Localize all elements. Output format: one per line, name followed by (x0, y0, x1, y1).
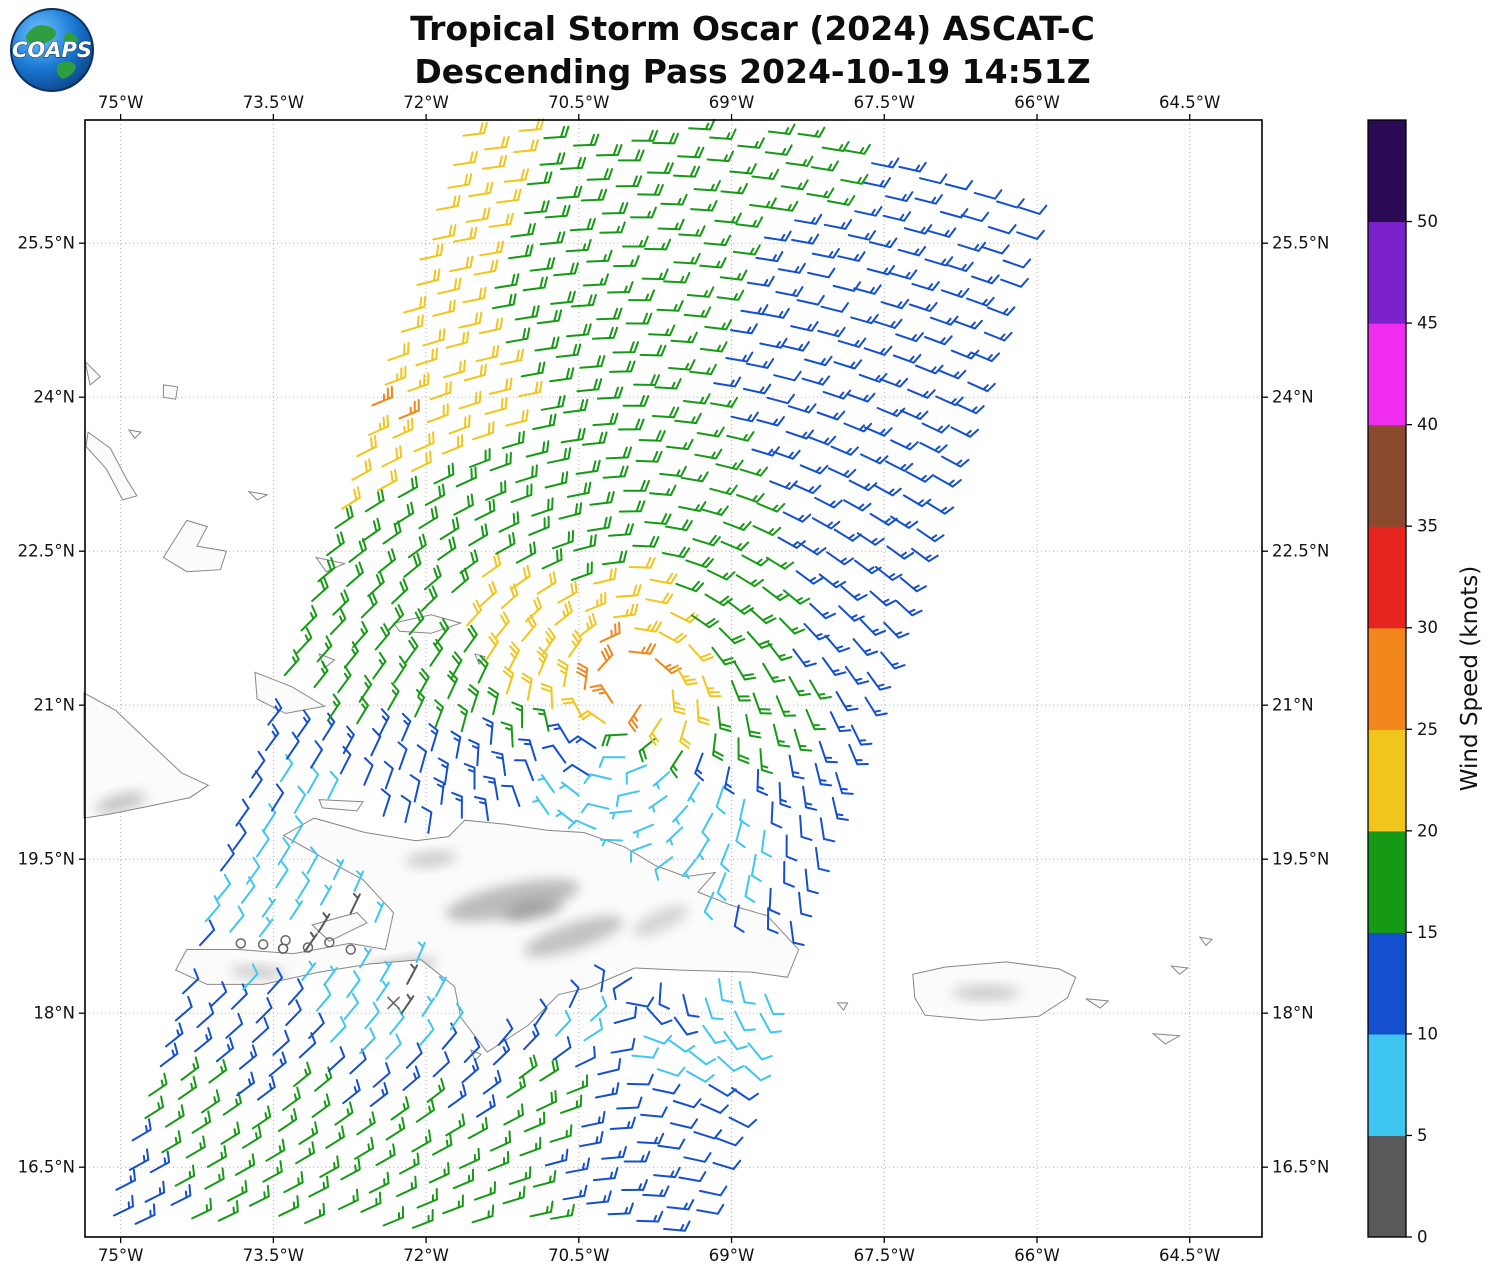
colorbar-segment (1368, 729, 1406, 832)
colorbar-tick-label: 5 (1417, 1126, 1428, 1145)
lat-label-right: 22.5°N (1272, 542, 1329, 561)
colorbar-segment (1368, 120, 1406, 223)
lat-label-right: 18°N (1272, 1004, 1314, 1023)
axes-frame (84, 119, 1263, 1238)
colorbar-tick-label: 20 (1417, 821, 1438, 840)
colorbar-segment (1368, 323, 1406, 426)
coastline-vieques (1085, 998, 1110, 1009)
coastline-st-croix (1151, 1033, 1182, 1045)
lat-label-left: 19.5°N (18, 850, 75, 869)
colorbar-segment (1368, 424, 1406, 527)
coastline-mona (836, 1002, 849, 1011)
coaps-logo-globe: COAPS (10, 8, 94, 92)
colorbar-tick-label: 10 (1417, 1024, 1438, 1043)
colorbar-axis-label: Wind Speed (knots) (1457, 566, 1483, 791)
lat-label-left: 18°N (33, 1004, 75, 1023)
colorbar-tick-label: 25 (1417, 720, 1438, 739)
colorbar-tick-label: 30 (1417, 618, 1438, 637)
colorbar-tick-label: 0 (1417, 1228, 1428, 1247)
colorbar-segment (1368, 830, 1406, 933)
colorbar-tick-label: 45 (1417, 314, 1438, 333)
colorbar-tick-label: 35 (1417, 517, 1438, 536)
colorbar-segment (1368, 526, 1406, 629)
colorbar: 0 5 10 15 20 25 30 35 40 45 50 Wind Speed (knots) (1367, 119, 1483, 1247)
coastline-gonave (311, 912, 368, 942)
lon-label-bottom: 64.5°W (1159, 1246, 1220, 1264)
coaps-logo-text: COAPS (12, 38, 92, 62)
lat-label-left: 25.5°N (18, 234, 75, 253)
colorbar-segment (1368, 1033, 1406, 1137)
plot-title: Tropical Storm Oscar (2024) ASCAT-C Desc… (0, 8, 1505, 94)
globe-land-1 (26, 25, 56, 45)
axis-ticks (79, 114, 1268, 1243)
lon-label-top: 67.5°W (854, 93, 915, 112)
globe-land-3 (64, 32, 78, 44)
colorbar-tick-label: 15 (1417, 923, 1438, 942)
coastline-cuba-east (83, 692, 210, 819)
lat-label-left: 21°N (33, 696, 75, 715)
lon-label-bottom: 66°W (1014, 1246, 1060, 1264)
coastline-anegada (1198, 936, 1214, 947)
lon-label-bottom: 75°W (98, 1246, 144, 1264)
lon-label-top: 66°W (1014, 93, 1060, 112)
coaps-logo: COAPS (8, 6, 96, 94)
lat-label-right: 21°N (1272, 696, 1314, 715)
terrain-shading (95, 792, 1021, 1000)
colorbar-segment (1368, 221, 1406, 324)
lon-label-top: 73.5°W (243, 93, 304, 112)
axis-labels: 75°W 75°W 73.5°W 73.5°W 72°W 72°W 70.5°W 70.5°W… (18, 93, 1330, 1264)
lon-label-bottom: 72°W (403, 1246, 449, 1264)
coastline-long-island (85, 431, 138, 501)
calm-markers (235, 935, 401, 1010)
coastlines (83, 359, 1214, 1062)
lon-label-top: 72°W (403, 93, 449, 112)
lat-label-left: 22.5°N (18, 542, 75, 561)
lat-label-right: 25.5°N (1272, 234, 1329, 253)
lon-label-bottom: 69°W (709, 1246, 755, 1264)
coastline-caicos (392, 614, 463, 634)
title-line-2: Descending Pass 2024-10-19 14:51Z (414, 51, 1091, 91)
colorbar-segment (1368, 627, 1406, 730)
lat-label-left: 16.5°N (18, 1158, 75, 1177)
coastline-great-inagua (254, 671, 326, 714)
coastline-rum-cay (127, 429, 143, 440)
globe-land-2 (56, 61, 76, 79)
wind-barbs (113, 118, 1048, 1232)
coastline-hispaniola (174, 817, 800, 1053)
title-line-1: Tropical Storm Oscar (2024) ASCAT-C (410, 9, 1095, 48)
coastline-tortue (318, 799, 364, 812)
lon-label-top: 69°W (709, 93, 755, 112)
lon-label-bottom: 73.5°W (243, 1246, 304, 1264)
lat-label-right: 19.5°N (1272, 850, 1329, 869)
coastline-tortola (1170, 965, 1189, 975)
lon-label-bottom: 70.5°W (548, 1246, 609, 1264)
colorbar-segment (1368, 932, 1406, 1035)
colorbar-tick-label: 40 (1417, 415, 1438, 434)
colorbar-tick-label: 50 (1417, 212, 1438, 231)
coastline-acklins-crooked (162, 519, 228, 573)
lon-label-top: 75°W (98, 93, 144, 112)
lon-label-top: 64.5°W (1159, 93, 1220, 112)
coastline-cat-island (84, 359, 102, 386)
lon-label-top: 70.5°W (548, 93, 609, 112)
coastline-samana-cay (247, 490, 269, 501)
lat-label-right: 24°N (1272, 388, 1314, 407)
lat-label-left: 24°N (33, 388, 75, 407)
lat-label-right: 16.5°N (1272, 1158, 1329, 1177)
colorbar-segment (1368, 1135, 1406, 1238)
coastline-san-salvador (162, 384, 179, 400)
lon-label-bottom: 67.5°W (854, 1246, 915, 1264)
